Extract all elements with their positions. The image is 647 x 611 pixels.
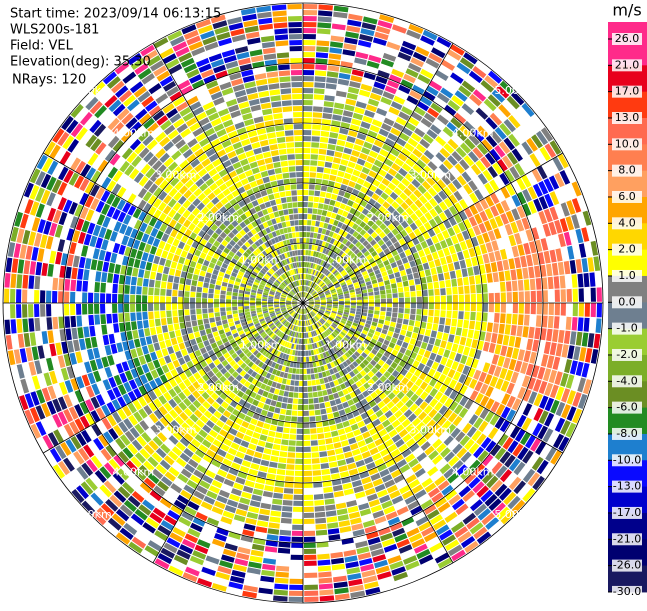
colorbar-label: -13.0 [613, 480, 641, 493]
colorbar-label: -2.0 [616, 348, 637, 361]
range-label: 4.00km [452, 466, 494, 479]
colorbar-label: -10.0 [613, 453, 641, 466]
colorbar-label-bg [612, 190, 642, 203]
colorbar-label-bg [612, 217, 642, 230]
range-label: 1.00km [240, 338, 282, 351]
colorbar-unit: m/s [612, 1, 641, 20]
colorbar-label-bg [612, 33, 642, 45]
colorbar-label-bg [612, 269, 642, 282]
colorbar-label: 8.0 [618, 164, 636, 177]
colorbar-label: -26.0 [613, 559, 641, 572]
colorbar-label-bg [612, 322, 642, 335]
info-line: WLS200s-181 [10, 23, 99, 38]
colorbar-label: -21.0 [613, 532, 641, 545]
field-cells [29, 40, 578, 577]
colorbar-label-bg [612, 585, 642, 598]
colorbar-label: 17.0 [615, 85, 640, 98]
colorbar-label-bg [612, 533, 642, 546]
colorbar-label: 1.0 [618, 269, 636, 282]
colorbar-label: 0.0 [618, 295, 636, 308]
colorbar-label: -1.0 [616, 322, 637, 335]
info-text: Start time: 2023/09/14 06:13:15WLS200s-1… [10, 7, 221, 88]
range-label: 1.00km [325, 338, 367, 351]
colorbar-label: 2.0 [618, 243, 636, 256]
colorbar-label-bg [612, 375, 642, 388]
range-label: 3.00km [409, 423, 451, 436]
spoke [152, 42, 454, 564]
colorbar-label-bg [612, 506, 642, 519]
colorbar-label-bg [612, 480, 642, 493]
range-label: 3.00km [155, 169, 197, 182]
range-label: 4.00km [113, 126, 155, 139]
colorbar-label-bg [612, 427, 642, 440]
colorbar-label-bg [612, 348, 642, 361]
velocity-field [4, 4, 602, 603]
colorbar-label: 10.0 [615, 137, 640, 150]
colorbar-label: -30.0 [613, 585, 641, 598]
colorbar-label-bg [612, 164, 642, 177]
colorbar-label-bg [612, 401, 642, 414]
colorbar-label-bg [612, 454, 642, 467]
range-label: 1.00km [240, 254, 282, 267]
colorbar-label: 4.0 [618, 216, 636, 229]
range-label: 5.00km [70, 508, 112, 521]
colorbar-label: 21.0 [615, 58, 640, 71]
colorbar-label: 13.0 [615, 111, 640, 124]
colorbar-label: 6.0 [618, 190, 636, 203]
colorbar-label: 26.0 [615, 32, 640, 45]
colorbar-label-bg [612, 85, 642, 98]
range-label: 2.00km [197, 211, 239, 224]
colorbar-label-bg [612, 559, 642, 572]
range-label: 3.00km [409, 169, 451, 182]
colorbar-label: -4.0 [616, 374, 637, 387]
field-cells [4, 24, 595, 592]
range-label: 1.00km [325, 254, 367, 267]
range-label: 3.00km [155, 423, 197, 436]
range-label: 2.00km [367, 381, 409, 394]
colorbar-label: -6.0 [616, 401, 637, 414]
colorbar-label-bg [612, 59, 642, 72]
info-line: Start time: 2023/09/14 06:13:15 [10, 7, 221, 22]
info-line: Elevation(deg): 35.30 [10, 55, 151, 70]
colorbar-label-bg [612, 111, 642, 124]
colorbar-label-bg [612, 138, 642, 151]
range-label: 5.00km [70, 84, 112, 97]
range-label: 2.00km [197, 381, 239, 394]
colorbar: m/s 26.0 21.0 17.0 13.0 10.0 8.0 6.0 4.0 2.0 1.0 0.… [608, 1, 647, 598]
range-label: 5.00km [494, 84, 536, 97]
colorbar-label: -17.0 [613, 506, 641, 519]
range-label: 2.00km [367, 211, 409, 224]
range-label: 4.00km [452, 126, 494, 139]
range-label: 4.00km [113, 466, 155, 479]
range-label: 5.00km [494, 508, 536, 521]
info-line: NRays: 120 [12, 73, 86, 88]
info-line: Field: VEL [10, 39, 74, 54]
colorbar-label-bg [612, 243, 642, 256]
colorbar-label: -8.0 [616, 427, 637, 440]
colorbar-label-bg [612, 296, 642, 309]
range-grid: 1.00km 1.00km 1.00km 1.00km 2.00km 2.00km 2.00… [2, 2, 604, 604]
